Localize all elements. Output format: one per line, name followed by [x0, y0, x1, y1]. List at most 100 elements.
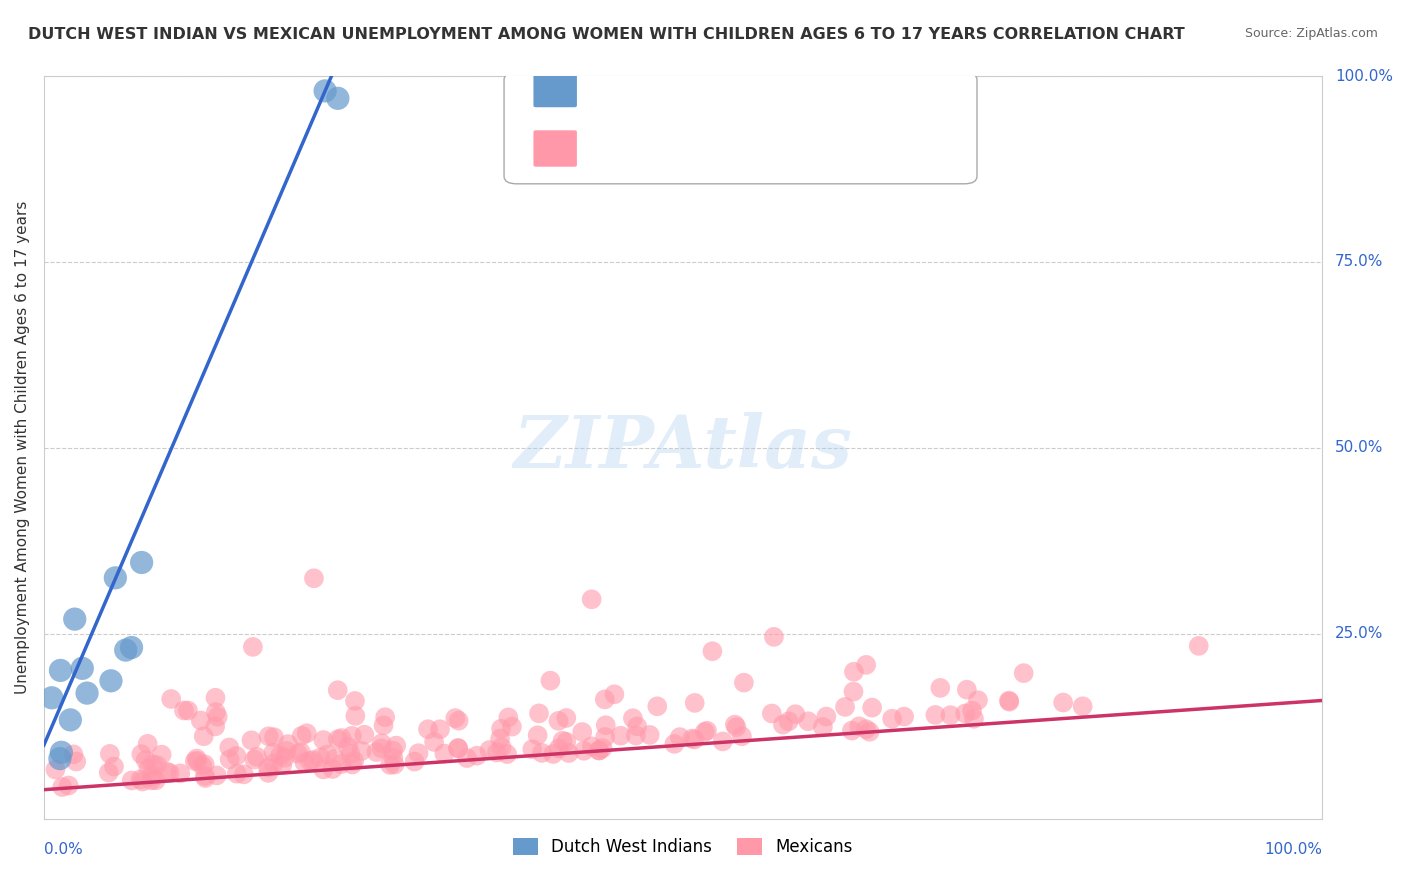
- Point: [370, 736, 392, 750]
- Point: [194, 771, 217, 785]
- Point: [953, 706, 976, 721]
- Point: [731, 729, 754, 743]
- Point: [592, 741, 614, 756]
- Point: [811, 720, 834, 734]
- Point: [785, 707, 807, 722]
- Point: [967, 693, 990, 707]
- Point: [645, 699, 668, 714]
- Point: [240, 733, 263, 747]
- Point: [205, 768, 228, 782]
- Text: R = 0.695: R = 0.695: [588, 79, 678, 97]
- Point: [621, 711, 644, 725]
- Point: [668, 730, 690, 744]
- Point: [218, 740, 240, 755]
- Point: [761, 706, 783, 721]
- Point: [298, 754, 321, 768]
- Point: [169, 766, 191, 780]
- Point: [571, 725, 593, 739]
- Text: N = 193: N = 193: [747, 140, 827, 158]
- Point: [465, 748, 488, 763]
- Point: [447, 740, 470, 755]
- Point: [797, 714, 820, 729]
- Point: [433, 747, 456, 761]
- Point: [145, 773, 167, 788]
- Point: [62, 747, 84, 762]
- Point: [277, 737, 299, 751]
- Point: [340, 729, 363, 743]
- Point: [51, 780, 73, 794]
- FancyBboxPatch shape: [533, 130, 576, 167]
- Point: [326, 683, 349, 698]
- Point: [342, 757, 364, 772]
- Point: [572, 744, 595, 758]
- Point: [131, 774, 153, 789]
- Point: [842, 665, 865, 679]
- Point: [489, 731, 512, 746]
- Point: [939, 708, 962, 723]
- Point: [276, 744, 298, 758]
- Point: [263, 756, 285, 771]
- Text: 75.0%: 75.0%: [1334, 254, 1384, 269]
- FancyBboxPatch shape: [533, 70, 576, 107]
- Point: [135, 753, 157, 767]
- Text: DUTCH WEST INDIAN VS MEXICAN UNEMPLOYMENT AMONG WOMEN WITH CHILDREN AGES 6 TO 17: DUTCH WEST INDIAN VS MEXICAN UNEMPLOYMEN…: [28, 27, 1185, 42]
- Point: [772, 717, 794, 731]
- Point: [588, 743, 610, 757]
- Point: [609, 729, 631, 743]
- Point: [290, 745, 312, 759]
- Point: [408, 746, 430, 760]
- Point: [205, 705, 228, 719]
- Point: [138, 762, 160, 776]
- Point: [326, 732, 349, 747]
- Point: [190, 714, 212, 728]
- Point: [131, 747, 153, 761]
- Point: [44, 763, 66, 777]
- Point: [538, 673, 561, 688]
- Point: [287, 747, 309, 761]
- Point: [724, 717, 747, 731]
- Point: [292, 756, 315, 770]
- Point: [218, 752, 240, 766]
- Point: [588, 743, 610, 757]
- Point: [603, 687, 626, 701]
- Point: [593, 730, 616, 744]
- Point: [322, 762, 344, 776]
- Point: [960, 704, 983, 718]
- Point: [51, 745, 73, 759]
- Point: [291, 729, 314, 743]
- Point: [423, 735, 446, 749]
- Point: [146, 758, 169, 772]
- Point: [527, 706, 550, 721]
- Point: [374, 710, 396, 724]
- Point: [1071, 699, 1094, 714]
- Point: [49, 664, 72, 678]
- Point: [58, 779, 80, 793]
- Point: [343, 694, 366, 708]
- Point: [246, 749, 269, 764]
- Point: [301, 753, 323, 767]
- Point: [353, 728, 375, 742]
- Point: [337, 739, 360, 754]
- Point: [72, 661, 94, 675]
- Point: [956, 682, 979, 697]
- Point: [498, 710, 520, 724]
- Point: [186, 751, 208, 765]
- Point: [63, 612, 86, 626]
- Point: [478, 743, 501, 757]
- Point: [191, 758, 214, 772]
- Point: [207, 710, 229, 724]
- Text: 0.0%: 0.0%: [44, 842, 83, 856]
- Point: [385, 739, 408, 753]
- Point: [193, 729, 215, 743]
- Point: [269, 748, 291, 763]
- Point: [664, 737, 686, 751]
- Point: [551, 733, 574, 747]
- Point: [547, 714, 569, 728]
- Point: [316, 747, 339, 762]
- Point: [778, 714, 800, 729]
- Point: [142, 757, 165, 772]
- Point: [456, 751, 478, 765]
- Point: [447, 714, 470, 728]
- Point: [860, 700, 883, 714]
- Point: [1188, 639, 1211, 653]
